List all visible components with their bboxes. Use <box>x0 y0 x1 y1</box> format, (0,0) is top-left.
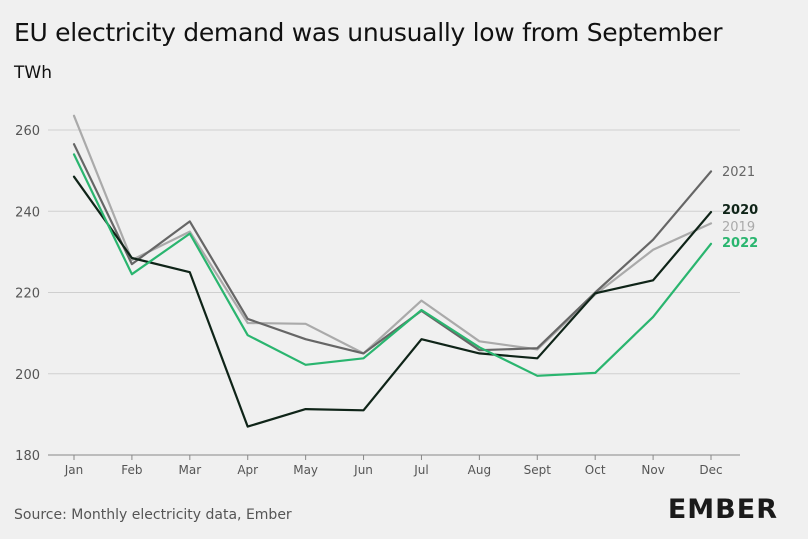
y-axis-ticks: 180 200 220 240 260 <box>15 124 40 464</box>
gridlines <box>48 129 740 456</box>
x-tick-label: Mar <box>178 463 201 477</box>
y-tick-label: 260 <box>15 124 40 139</box>
series-line-2020 <box>72 175 713 428</box>
x-tick-label: Nov <box>641 463 664 477</box>
x-tick-label: Aug <box>468 463 491 477</box>
unit-label: TWh <box>14 63 52 83</box>
ember-logo: EMBER <box>667 494 778 525</box>
x-tick-label: Feb <box>121 463 142 477</box>
x-tick-label: Jun <box>353 463 373 477</box>
x-tick-label: May <box>293 463 318 477</box>
chart-title: EU electricity demand was unusually low … <box>14 18 723 47</box>
y-tick-label: 220 <box>15 287 40 302</box>
x-axis-ticks: Jan Feb Mar Apr May Jun Jul Aug Sept Oct Nov Dec <box>64 455 723 477</box>
series-label-2020: 2020 <box>722 203 758 218</box>
x-tick-label: Apr <box>237 463 258 477</box>
series-line-2021 <box>72 143 713 355</box>
y-tick-label: 180 <box>15 449 40 464</box>
y-tick-label: 240 <box>15 205 40 220</box>
series-labels: 2019 2021 2020 2022 <box>722 165 758 251</box>
x-tick-label: Sept <box>524 463 552 477</box>
series-label-2022: 2022 <box>722 236 758 251</box>
x-tick-label: Jul <box>413 463 428 477</box>
series-label-2021: 2021 <box>722 165 755 180</box>
y-tick-label: 200 <box>15 368 40 383</box>
series-label-2019: 2019 <box>722 220 755 235</box>
x-tick-label: Jan <box>64 463 84 477</box>
x-tick-label: Oct <box>585 463 606 477</box>
series-lines <box>72 114 713 428</box>
series-line-2019 <box>72 114 713 355</box>
series-line-2022 <box>72 153 713 377</box>
x-tick-label: Dec <box>699 463 722 477</box>
source-note: Source: Monthly electricity data, Ember <box>14 507 292 523</box>
